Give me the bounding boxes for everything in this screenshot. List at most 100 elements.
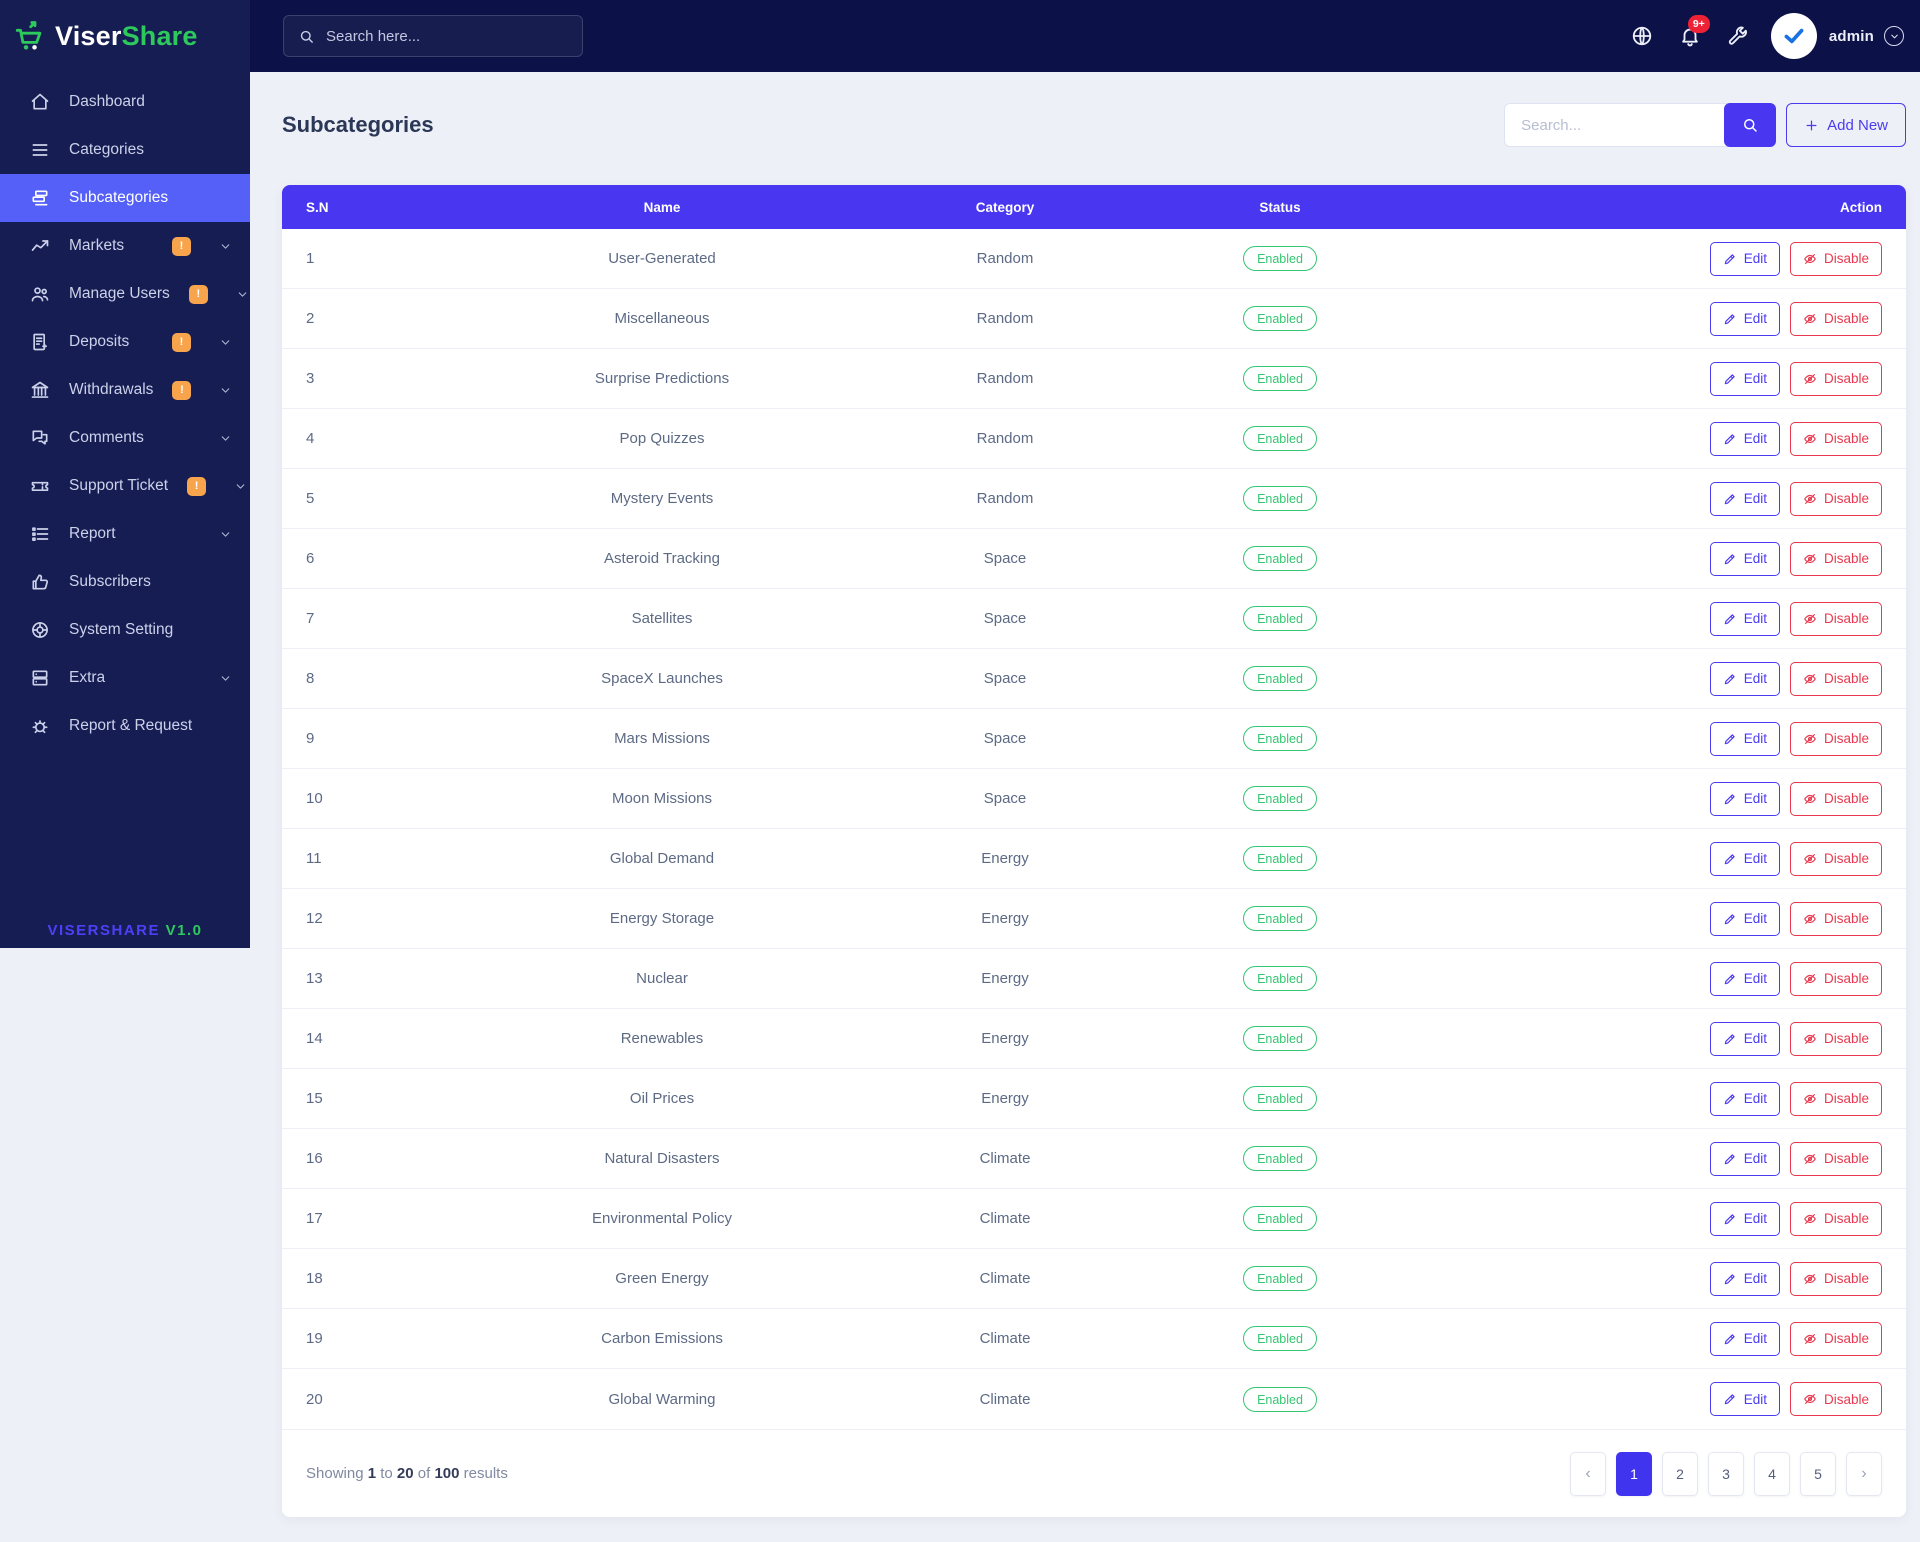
sidebar-item-dashboard[interactable]: Dashboard (0, 78, 250, 126)
disable-button[interactable]: Disable (1789, 1081, 1882, 1116)
sidebar-item-report[interactable]: Report (0, 510, 250, 558)
pagination-page-2-button[interactable]: 2 (1662, 1451, 1698, 1496)
edit-button[interactable]: Edit (1709, 421, 1780, 456)
layers-icon (30, 188, 50, 208)
sidebar-item-subcategories[interactable]: Subcategories (0, 174, 250, 222)
table-search-button[interactable] (1724, 103, 1777, 147)
pagination-page-4-button[interactable]: 4 (1754, 1451, 1790, 1496)
bank-icon (30, 380, 50, 400)
alert-badge: ! (188, 284, 208, 304)
edit-button[interactable]: Edit (1709, 541, 1780, 576)
cell-action: Edit Disable (1442, 961, 1906, 996)
disable-button[interactable]: Disable (1789, 1261, 1882, 1296)
topbar-actions: 9+ admin (1605, 13, 1904, 59)
cell-action: Edit Disable (1442, 1382, 1906, 1416)
cell-sn: 3 (306, 370, 315, 387)
table-search-input[interactable] (1505, 104, 1725, 146)
edit-button[interactable]: Edit (1709, 241, 1780, 276)
sidebar-item-label: Extra (69, 669, 106, 686)
add-new-button[interactable]: Add New (1786, 103, 1906, 147)
cell-action: Edit Disable (1442, 1141, 1906, 1176)
avatar[interactable] (1770, 13, 1817, 59)
table-row: 4 Pop Quizzes Random Enabled Edit Disabl… (282, 409, 1906, 469)
edit-button[interactable]: Edit (1709, 301, 1780, 336)
globe-icon[interactable] (1631, 25, 1653, 47)
disable-button[interactable]: Disable (1789, 841, 1882, 876)
edit-button[interactable]: Edit (1709, 961, 1780, 996)
disable-button[interactable]: Disable (1789, 481, 1882, 516)
pencil-icon (1723, 432, 1737, 446)
disable-button[interactable]: Disable (1789, 1141, 1882, 1176)
pencil-icon (1723, 492, 1737, 506)
disable-button[interactable]: Disable (1789, 781, 1882, 816)
edit-button[interactable]: Edit (1709, 1321, 1780, 1356)
cell-category: Random (976, 430, 1034, 447)
edit-button[interactable]: Edit (1709, 721, 1780, 756)
sidebar-item-label: System Setting (69, 621, 174, 638)
cell-sn: 9 (306, 730, 315, 747)
disable-button[interactable]: Disable (1789, 541, 1882, 576)
disable-button[interactable]: Disable (1789, 901, 1882, 936)
table-row: 5 Mystery Events Random Enabled Edit Dis… (282, 469, 1906, 529)
footer-brand: VISERSHARE (47, 922, 160, 939)
edit-button[interactable]: Edit (1709, 1261, 1780, 1296)
edit-button[interactable]: Edit (1709, 841, 1780, 876)
sidebar-item-comments[interactable]: Comments (0, 414, 250, 462)
eye-off-icon (1803, 312, 1817, 326)
sidebar-item-withdrawals[interactable]: Withdrawals ! (0, 366, 250, 414)
sidebar-item-categories[interactable]: Categories (0, 126, 250, 174)
table-search (1504, 103, 1777, 147)
sidebar-item-system-setting[interactable]: System Setting (0, 606, 250, 654)
sidebar-item-support-ticket[interactable]: Support Ticket ! (0, 462, 250, 510)
topbar-search-input[interactable] (326, 27, 568, 45)
eye-off-icon (1803, 432, 1817, 446)
eye-off-icon (1803, 1392, 1817, 1406)
column-header-category: Category (975, 199, 1035, 215)
pagination-prev-button[interactable]: ‹ (1570, 1451, 1606, 1496)
edit-button[interactable]: Edit (1709, 661, 1780, 696)
sidebar-item-extra[interactable]: Extra (0, 654, 250, 702)
disable-button[interactable]: Disable (1789, 1201, 1882, 1236)
edit-button[interactable]: Edit (1709, 601, 1780, 636)
edit-button[interactable]: Edit (1709, 1141, 1780, 1176)
edit-button[interactable]: Edit (1709, 1201, 1780, 1236)
column-header-sn: S.N (306, 199, 329, 215)
disable-button[interactable]: Disable (1789, 1021, 1882, 1056)
cell-category: Climate (979, 1210, 1031, 1227)
user-menu-button[interactable] (1884, 26, 1904, 46)
sidebar-item-deposits[interactable]: Deposits ! (0, 318, 250, 366)
pagination-page-3-button[interactable]: 3 (1708, 1451, 1744, 1496)
pagination-page-1-button[interactable]: 1 (1616, 1451, 1652, 1496)
wrench-icon[interactable] (1727, 25, 1749, 47)
disable-button[interactable]: Disable (1789, 721, 1882, 756)
sidebar-item-report-request[interactable]: Report & Request (0, 702, 250, 750)
ring-icon (30, 620, 50, 640)
disable-button[interactable]: Disable (1789, 961, 1882, 996)
edit-button[interactable]: Edit (1709, 901, 1780, 936)
cell-status: Enabled (1118, 1086, 1442, 1111)
table-row: 13 Nuclear Energy Enabled Edit Disable (282, 949, 1906, 1009)
sidebar-item-subscribers[interactable]: Subscribers (0, 558, 250, 606)
edit-button[interactable]: Edit (1709, 481, 1780, 516)
edit-button[interactable]: Edit (1709, 781, 1780, 816)
brand-logo[interactable]: ViserShare (0, 0, 250, 72)
edit-button[interactable]: Edit (1709, 361, 1780, 396)
disable-button[interactable]: Disable (1789, 241, 1882, 276)
cell-name: Oil Prices (629, 1090, 695, 1107)
edit-button[interactable]: Edit (1709, 1021, 1780, 1056)
disable-button[interactable]: Disable (1789, 1321, 1882, 1356)
disable-button[interactable]: Disable (1789, 601, 1882, 636)
disable-button[interactable]: Disable (1789, 421, 1882, 456)
sidebar-item-manage-users[interactable]: Manage Users ! (0, 270, 250, 318)
disable-button[interactable]: Disable (1789, 661, 1882, 696)
edit-button[interactable]: Edit (1709, 1382, 1780, 1416)
edit-button[interactable]: Edit (1709, 1081, 1780, 1116)
pagination-page-5-button[interactable]: 5 (1800, 1451, 1836, 1496)
sidebar-item-markets[interactable]: Markets ! (0, 222, 250, 270)
disable-button[interactable]: Disable (1789, 301, 1882, 336)
disable-button[interactable]: Disable (1789, 1382, 1882, 1416)
status-badge: Enabled (1243, 1326, 1317, 1351)
disable-button[interactable]: Disable (1789, 361, 1882, 396)
notifications-button[interactable]: 9+ (1679, 15, 1710, 47)
pagination-next-button[interactable]: › (1846, 1451, 1882, 1496)
